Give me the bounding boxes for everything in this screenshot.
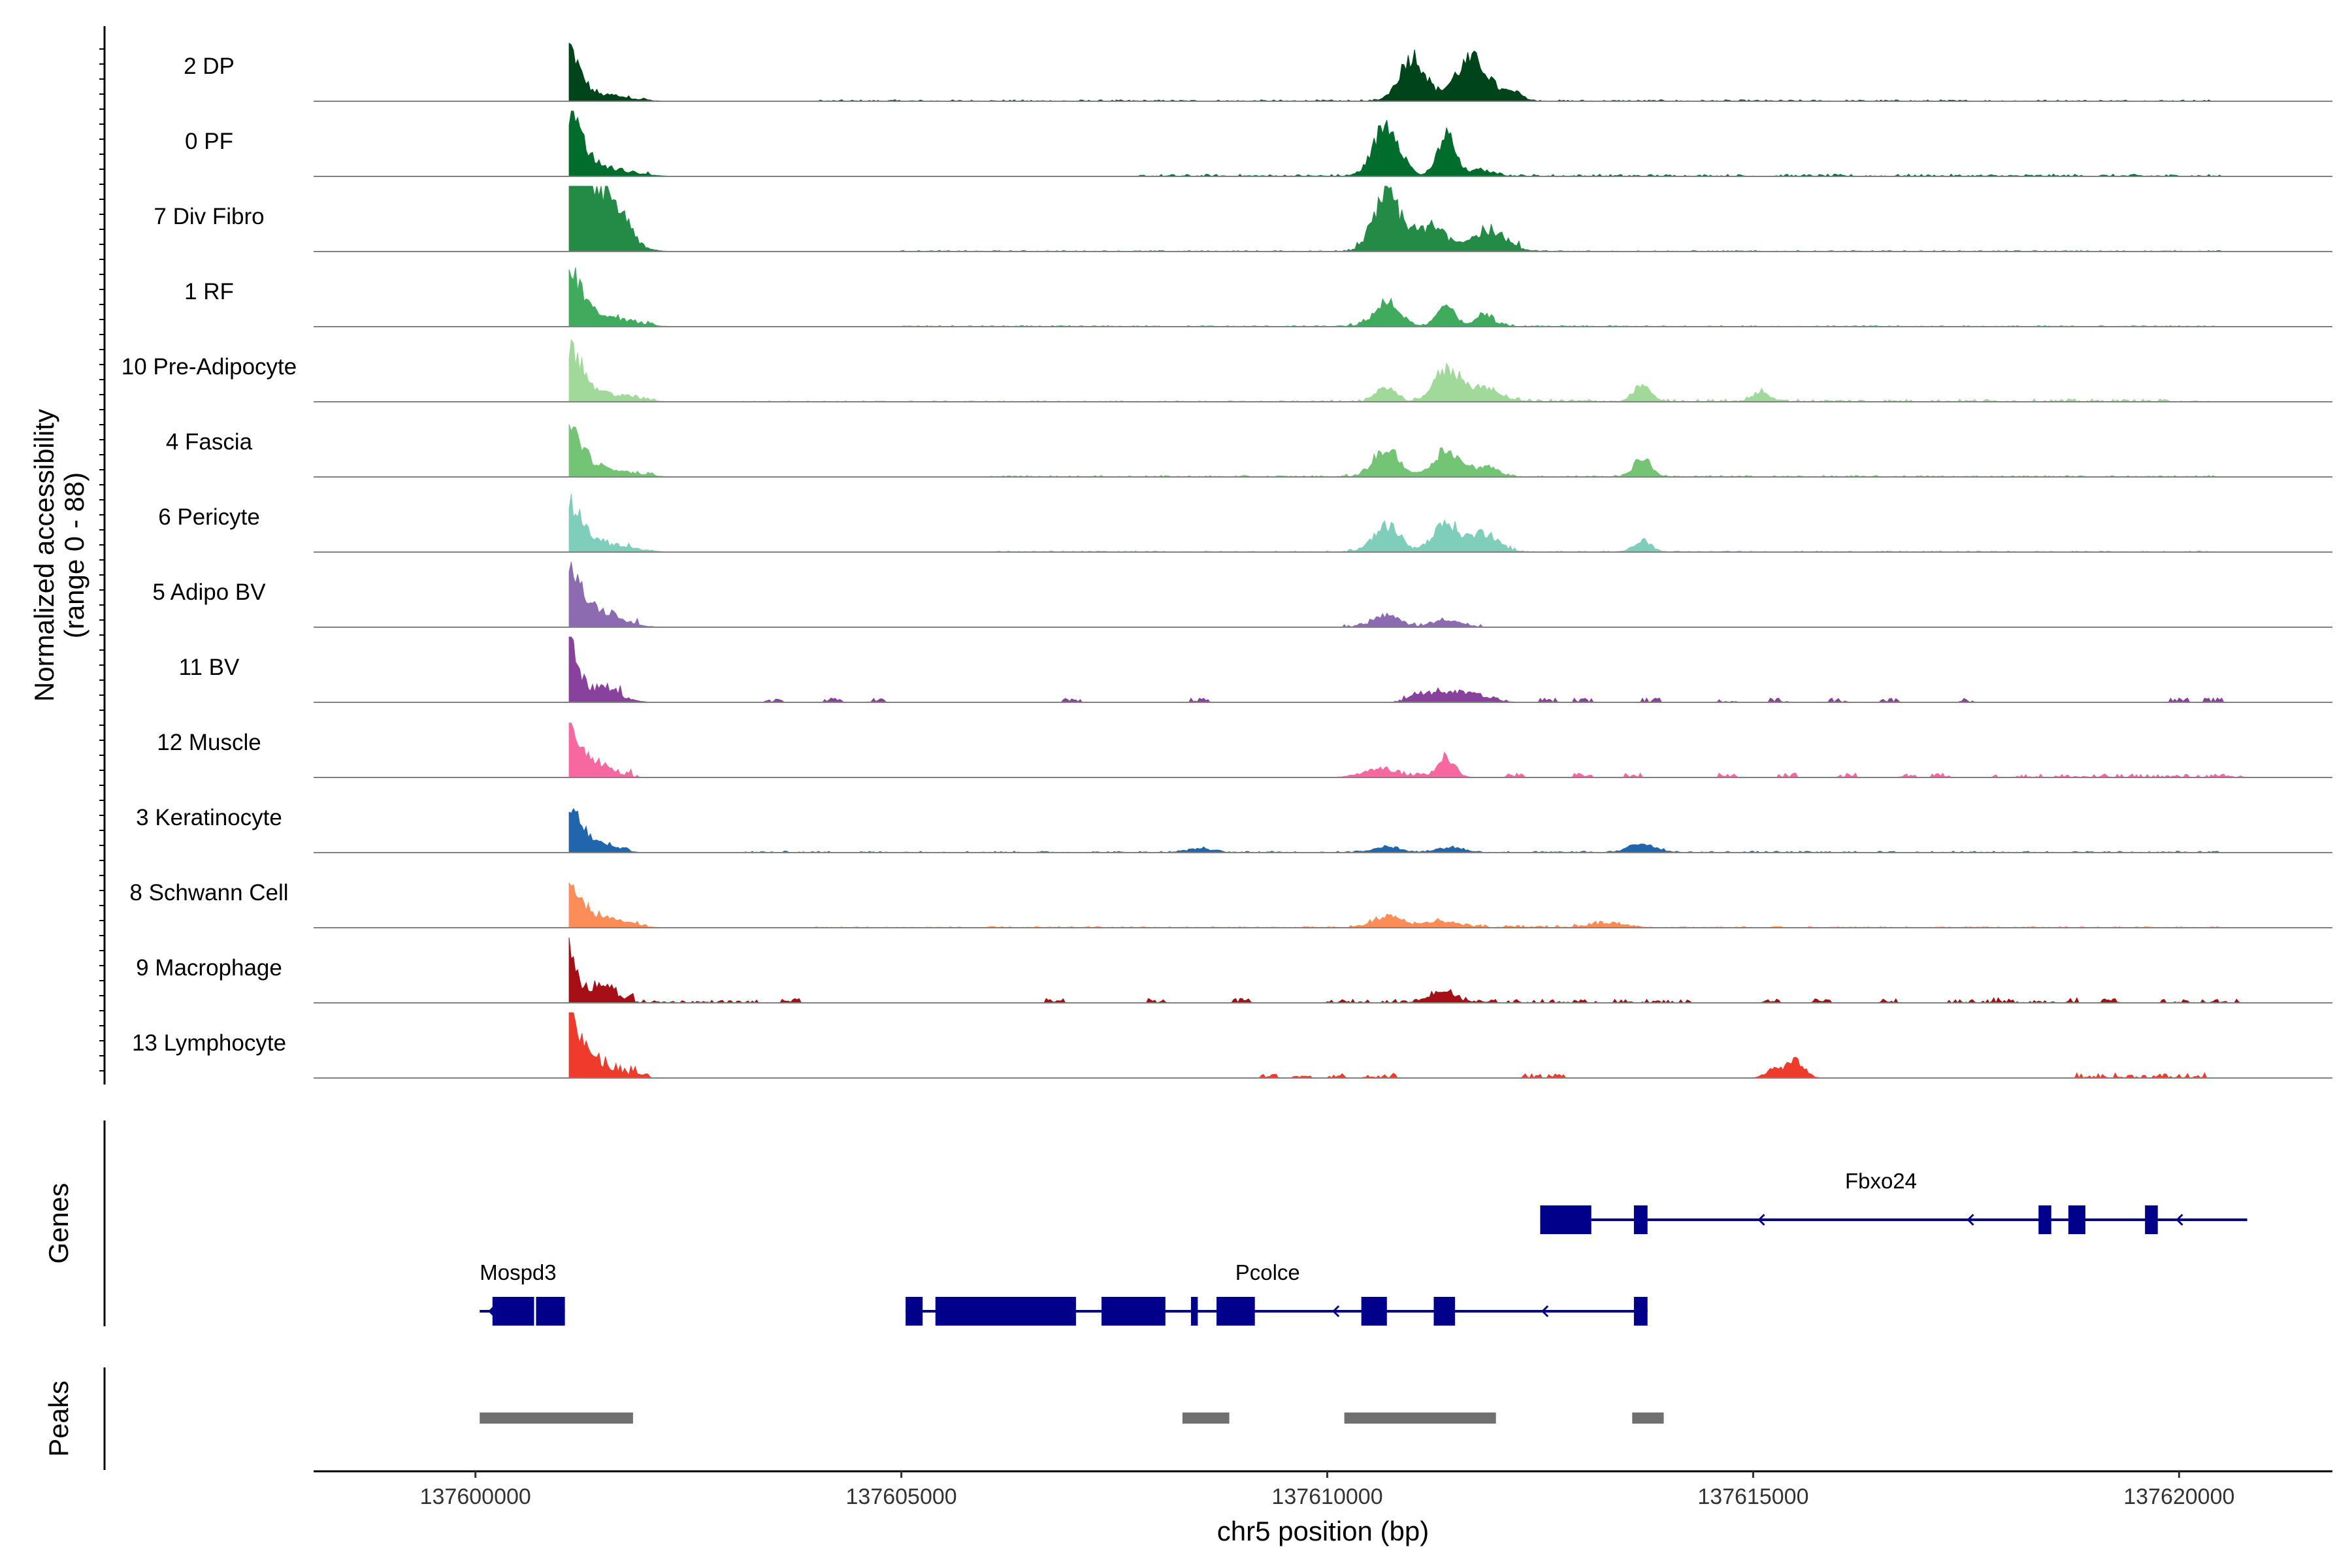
track-label: 6 Pericyte	[158, 504, 260, 530]
track-label: 2 DP	[184, 54, 235, 79]
exon	[1102, 1297, 1166, 1326]
genes-panel-title: Genes	[43, 1183, 74, 1264]
track-8: 5 Adipo BV	[152, 561, 2332, 628]
track-10: 12 Muscle	[157, 723, 2332, 778]
coverage-area	[568, 1012, 2290, 1079]
strand-arrow	[1967, 1213, 1974, 1226]
track-label: 12 Muscle	[157, 730, 261, 755]
exon	[2038, 1205, 2051, 1234]
x-tick-label: 137600000	[420, 1484, 531, 1509]
track-label: 8 Schwann Cell	[129, 880, 288, 906]
exon	[1361, 1297, 1387, 1326]
x-tick-label: 137610000	[1271, 1484, 1382, 1509]
gene-label: Fbxo24	[1845, 1169, 1917, 1193]
x-tick-label: 137605000	[846, 1484, 957, 1509]
exon	[1633, 1205, 1648, 1234]
track-label: 5 Adipo BV	[152, 580, 266, 605]
gene-fbxo24: Fbxo24	[1540, 1169, 2247, 1234]
peak-region	[1344, 1413, 1496, 1424]
track-3: 7 Div Fibro	[154, 186, 2332, 252]
coverage-area	[568, 267, 2290, 327]
track-2: 0 PF	[185, 110, 2332, 177]
coverage-area	[568, 42, 2290, 102]
gene-pcolce: Pcolce	[906, 1260, 1648, 1326]
track-label: 13 Lymphocyte	[132, 1030, 286, 1056]
track-14: 13 Lymphocyte	[132, 1012, 2332, 1079]
coverage-area	[568, 561, 2290, 628]
strand-arrow	[1757, 1213, 1765, 1226]
track-label: 0 PF	[185, 129, 233, 154]
track-7: 6 Pericyte	[158, 493, 2332, 553]
coverage-tracks: 2 DP 0 PF 7 Div Fibro 1 RF 10 Pre-Adipocyte 4…	[122, 42, 2332, 1079]
track-1: 2 DP	[184, 42, 2332, 102]
x-axis-title: chr5 position (bp)	[1217, 1516, 1429, 1546]
track-4: 1 RF	[184, 267, 2332, 327]
peaks-panel: Peaks	[43, 1367, 1664, 1470]
exon	[2145, 1205, 2158, 1234]
track-label: 1 RF	[184, 279, 234, 304]
track-label: 7 Div Fibro	[154, 204, 264, 229]
track-label: 11 BV	[179, 655, 240, 680]
x-tick-label: 137620000	[2123, 1484, 2234, 1509]
gene-label: Mospd3	[480, 1260, 556, 1284]
track-9: 11 BV	[179, 636, 2332, 703]
x-axis: 137600000 137605000 137610000 137615000 1376…	[314, 1470, 2332, 1509]
coverage-area	[568, 636, 2290, 703]
coverage-area	[568, 723, 2290, 778]
track-label: 9 Macrophage	[136, 955, 282, 981]
track-6: 4 Fascia	[166, 424, 2332, 478]
coverage-area	[568, 937, 2290, 1004]
exon	[492, 1297, 535, 1326]
coverage-y-axis	[99, 26, 106, 1085]
peak-region	[480, 1413, 633, 1424]
exon	[1633, 1297, 1648, 1326]
x-tick-label: 137615000	[1697, 1484, 1808, 1509]
genes-panel: Genes Fbxo24 Mospd3 Pcolce	[43, 1120, 2247, 1326]
track-label: 10 Pre-Adipocyte	[122, 354, 297, 380]
coverage-area	[568, 110, 2290, 177]
track-5: 10 Pre-Adipocyte	[122, 338, 2332, 402]
strand-arrow	[1541, 1305, 1549, 1318]
coverage-area	[568, 882, 2290, 928]
coverage-area	[568, 424, 2290, 478]
track-11: 3 Keratinocyte	[136, 805, 2332, 853]
exon	[2068, 1205, 2085, 1234]
exon	[1217, 1297, 1255, 1326]
exon	[935, 1297, 1076, 1326]
strand-arrow	[1332, 1305, 1340, 1318]
track-13: 9 Macrophage	[136, 937, 2332, 1004]
exon	[906, 1297, 923, 1326]
gene-mospd3: Mospd3	[480, 1260, 565, 1326]
exon	[1540, 1205, 1592, 1234]
strand-arrow	[2176, 1213, 2183, 1226]
exon	[1433, 1297, 1456, 1326]
exon	[1190, 1297, 1198, 1326]
track-label: 3 Keratinocyte	[136, 805, 282, 830]
coverage-area	[568, 338, 2290, 402]
track-12: 8 Schwann Cell	[129, 880, 2332, 928]
y-axis-title: Normalized accessibility	[29, 409, 59, 702]
y-axis-range-label: (range 0 - 88)	[59, 472, 90, 638]
exon	[534, 1297, 565, 1326]
peaks-panel-title: Peaks	[43, 1380, 74, 1457]
peak-region	[1632, 1413, 1664, 1424]
coverage-area	[568, 808, 2290, 853]
track-label: 4 Fascia	[166, 429, 253, 455]
peak-region	[1182, 1413, 1230, 1424]
coverage-area	[568, 493, 2290, 553]
gene-label: Pcolce	[1235, 1260, 1300, 1284]
coverage-area	[568, 186, 2290, 252]
